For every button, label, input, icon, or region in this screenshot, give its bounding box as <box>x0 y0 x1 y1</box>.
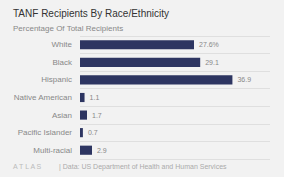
svg-text:Multi-racial: Multi-racial <box>33 146 72 155</box>
svg-text:White: White <box>52 40 73 49</box>
svg-text:0.7: 0.7 <box>88 129 98 136</box>
svg-text:Percentage Of Total Recipients: Percentage Of Total Recipients <box>13 24 123 33</box>
svg-text:27.6%: 27.6% <box>199 41 219 48</box>
svg-text:Asian: Asian <box>52 111 72 120</box>
svg-text:2.9: 2.9 <box>97 147 107 154</box>
svg-text:29.1: 29.1 <box>205 59 219 66</box>
svg-text:1.7: 1.7 <box>92 112 102 119</box>
svg-text:1.1: 1.1 <box>90 94 100 101</box>
svg-text:Native American: Native American <box>14 93 72 102</box>
svg-text:Black: Black <box>52 58 73 67</box>
svg-text:TANF Recipients By Race/Ethnic: TANF Recipients By Race/Ethnicity <box>13 8 169 19</box>
svg-text:| Data: US Department of Healt: | Data: US Department of Health and Huma… <box>59 163 227 171</box>
svg-text:Hispanic: Hispanic <box>41 75 72 84</box>
svg-text:A T L A S: A T L A S <box>13 163 42 170</box>
svg-text:36.9: 36.9 <box>237 76 251 83</box>
svg-text:Pacific Islander: Pacific Islander <box>18 128 73 137</box>
